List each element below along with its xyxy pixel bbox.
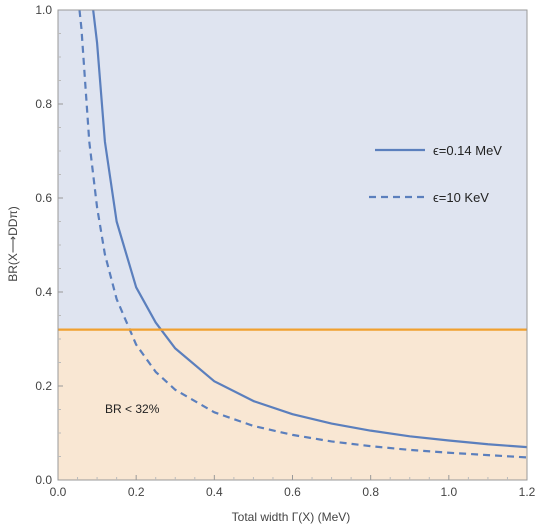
y-tick-label: 0.6 (35, 191, 52, 205)
x-tick-label: 0.6 (284, 485, 301, 499)
series-line-solid (92, 10, 527, 449)
br-below-threshold-region (58, 329, 527, 480)
legend-label-dashed: ϵ=10 KeV (433, 190, 489, 205)
x-tick-label: 0.2 (128, 485, 145, 499)
x-tick-label: 0.0 (50, 485, 67, 499)
legend-label-solid: ϵ=0.14 MeV (433, 143, 502, 158)
allowed-region (58, 10, 527, 330)
legend: ϵ=0.14 MeV ϵ=10 KeV (369, 143, 502, 205)
shaded-regions (58, 10, 527, 480)
curves-group (78, 10, 527, 459)
y-axis-title: BR(X⟶DDπ) (6, 206, 20, 281)
y-tick-label: 0.0 (35, 473, 52, 487)
x-axis-ticks: 0.0 0.2 0.4 0.6 0.8 1.0 1.2 (50, 475, 536, 499)
y-axis-ticks: 0.0 0.2 0.4 0.6 0.8 1.0 (35, 3, 63, 487)
x-tick-label: 0.4 (206, 485, 223, 499)
y-tick-label: 0.8 (35, 97, 52, 111)
x-tick-label: 1.0 (440, 485, 457, 499)
y-tick-label: 0.2 (35, 379, 52, 393)
region-annotation: BR < 32% (105, 402, 160, 416)
x-tick-label: 0.8 (362, 485, 379, 499)
y-tick-label: 0.4 (35, 285, 52, 299)
series-line-dashed (78, 10, 527, 459)
x-tick-label: 1.2 (519, 485, 536, 499)
y-tick-label: 1.0 (35, 3, 52, 17)
x-axis-title: Total width Γ(X) (MeV) (232, 510, 351, 524)
